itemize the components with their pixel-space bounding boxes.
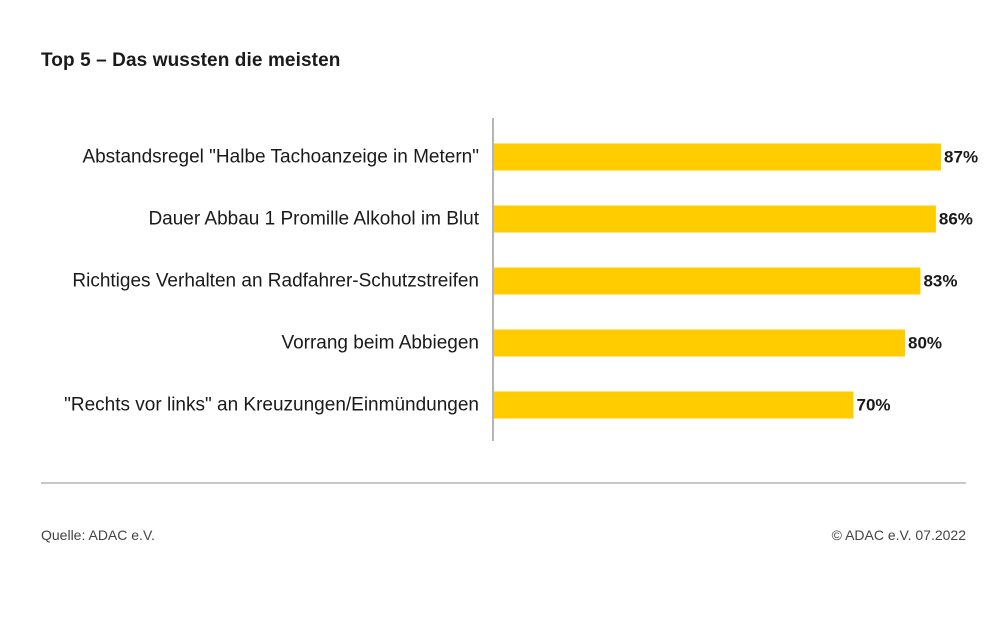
bar <box>493 329 905 357</box>
bar <box>493 267 921 295</box>
value-label: 80% <box>908 334 942 353</box>
category-label: Vorrang beim Abbiegen <box>281 333 479 354</box>
value-label: 87% <box>944 148 978 167</box>
chart-title: Top 5 – Das wussten die meisten <box>41 50 341 71</box>
value-label: 70% <box>857 396 891 415</box>
bar-chart: Abstandsregel "Halbe Tachoanzeige in Met… <box>64 118 978 441</box>
category-label: Richtiges Verhalten an Radfahrer-Schutzs… <box>72 271 479 292</box>
bar <box>493 205 936 233</box>
category-label: "Rechts vor links" an Kreuzungen/Einmünd… <box>64 395 479 416</box>
source-note: Quelle: ADAC e.V. <box>41 527 155 543</box>
value-label: 83% <box>923 272 957 291</box>
bar <box>493 391 854 419</box>
bar <box>493 143 942 171</box>
category-label: Abstandsregel "Halbe Tachoanzeige in Met… <box>82 147 479 168</box>
footer-divider <box>41 482 966 484</box>
value-label: 86% <box>939 210 973 229</box>
category-label: Dauer Abbau 1 Promille Alkohol im Blut <box>148 209 479 230</box>
copyright-note: © ADAC e.V. 07.2022 <box>831 527 966 543</box>
